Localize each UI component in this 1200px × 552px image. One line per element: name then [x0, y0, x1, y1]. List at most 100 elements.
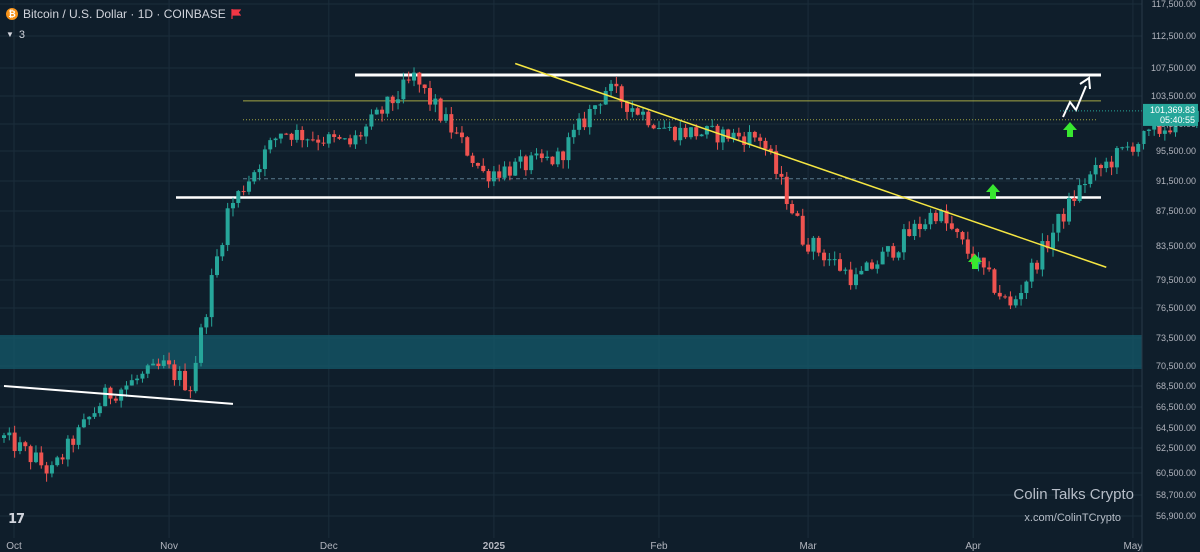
candle-body — [806, 244, 811, 252]
candle-body — [491, 171, 496, 182]
candle-body — [832, 259, 837, 261]
flag-icon[interactable] — [231, 9, 241, 19]
candle-body — [875, 264, 880, 269]
candle-body — [1040, 241, 1045, 270]
y-tick-label: 107,500.00 — [1151, 63, 1196, 73]
candle-body — [555, 151, 560, 165]
chart-grid — [0, 0, 1142, 538]
candle-body — [774, 151, 779, 174]
candle-body — [651, 125, 656, 129]
candle-body — [1109, 161, 1114, 168]
projection-arrowhead-icon — [1079, 76, 1091, 90]
candle-body — [385, 96, 390, 114]
candle-body — [55, 457, 60, 466]
candle-body — [81, 419, 86, 428]
candle-body — [715, 125, 720, 143]
candle-body — [1019, 292, 1024, 300]
candle-body — [997, 292, 1002, 297]
candle-body — [891, 246, 896, 258]
candle-body — [641, 111, 645, 115]
candle-body — [917, 223, 922, 230]
candle-body — [1136, 143, 1141, 152]
candle-body — [438, 98, 443, 121]
candle-body — [60, 457, 65, 460]
candle-body — [209, 275, 214, 318]
candle-body — [428, 88, 432, 105]
candle-body — [412, 72, 417, 81]
chevron-down-icon: ▼ — [6, 29, 14, 39]
candle-body — [726, 129, 731, 139]
x-tick-label: Oct — [6, 541, 22, 552]
candle-body — [710, 125, 715, 127]
candle-body — [71, 438, 76, 445]
candle-body — [1024, 281, 1029, 293]
candle-body — [321, 142, 326, 144]
annotations — [968, 76, 1091, 269]
candle-body — [97, 406, 102, 414]
candle-body — [481, 165, 486, 172]
candle-body — [183, 370, 188, 391]
candle-body — [800, 215, 805, 245]
candle-body — [507, 166, 512, 176]
candle-body — [901, 229, 906, 253]
bitcoin-icon: ₿ — [6, 8, 18, 20]
y-tick-label: 76,500.00 — [1156, 303, 1196, 313]
candle-body — [907, 229, 912, 237]
candle-body — [262, 149, 267, 170]
candle-body — [443, 114, 448, 121]
candle-body — [843, 269, 848, 271]
candle-body — [140, 373, 145, 379]
candle-body — [699, 134, 704, 137]
candle-body — [1098, 165, 1103, 169]
candle-body — [768, 148, 773, 152]
candle-body — [587, 109, 592, 128]
x-tick-label: Nov — [160, 541, 178, 552]
candle-body — [156, 363, 161, 366]
candle-body — [523, 156, 528, 171]
candle-body — [864, 262, 869, 271]
candle-body — [987, 267, 992, 270]
indicators-toggle[interactable]: ▼ 3 — [6, 29, 25, 41]
y-tick-label: 117,500.00 — [1152, 0, 1196, 9]
candle-body — [417, 72, 422, 85]
candle-body — [955, 228, 960, 233]
candle-body — [577, 118, 582, 130]
candle-body — [763, 140, 768, 149]
candle-body — [348, 138, 353, 145]
candle-body — [7, 432, 12, 436]
candle-body — [965, 239, 970, 254]
candle-body — [268, 140, 273, 150]
candle-body — [582, 118, 587, 128]
candle-body — [1088, 174, 1093, 184]
candle-body — [566, 137, 571, 161]
candle-body — [928, 212, 933, 225]
y-tick-label: 87,500.00 — [1156, 206, 1196, 216]
candle-body — [758, 137, 763, 141]
candle-body — [188, 390, 193, 392]
candle-body — [406, 79, 411, 81]
y-tick-label: 58,700.00 — [1156, 490, 1196, 500]
watermark-name: Colin Talks Crypto — [1013, 486, 1134, 503]
last-price-badge — [1143, 103, 1198, 126]
candle-body — [342, 138, 347, 140]
candle-body — [17, 442, 22, 452]
candle-body — [678, 127, 683, 141]
candle-body — [923, 224, 928, 230]
watermark-handle: x.com/ColinTCrypto — [1024, 512, 1121, 524]
candle-body — [1029, 262, 1034, 282]
candle-body — [939, 210, 944, 222]
symbol-header[interactable]: ₿ Bitcoin / U.S. Dollar · 1D · COINBASE — [6, 7, 241, 21]
candle-body — [720, 129, 725, 143]
y-tick-label: 56,900.00 — [1156, 511, 1196, 521]
candle-body — [177, 370, 182, 381]
candle-body — [374, 109, 379, 115]
candle-body — [869, 262, 874, 269]
candle-body — [672, 126, 677, 141]
green-up-arrow-icon — [968, 254, 982, 269]
candle-body — [1008, 296, 1013, 306]
candle-body — [885, 246, 890, 252]
candle-body — [422, 84, 427, 89]
candlesticks — [2, 67, 1199, 482]
candle-body — [795, 213, 800, 216]
